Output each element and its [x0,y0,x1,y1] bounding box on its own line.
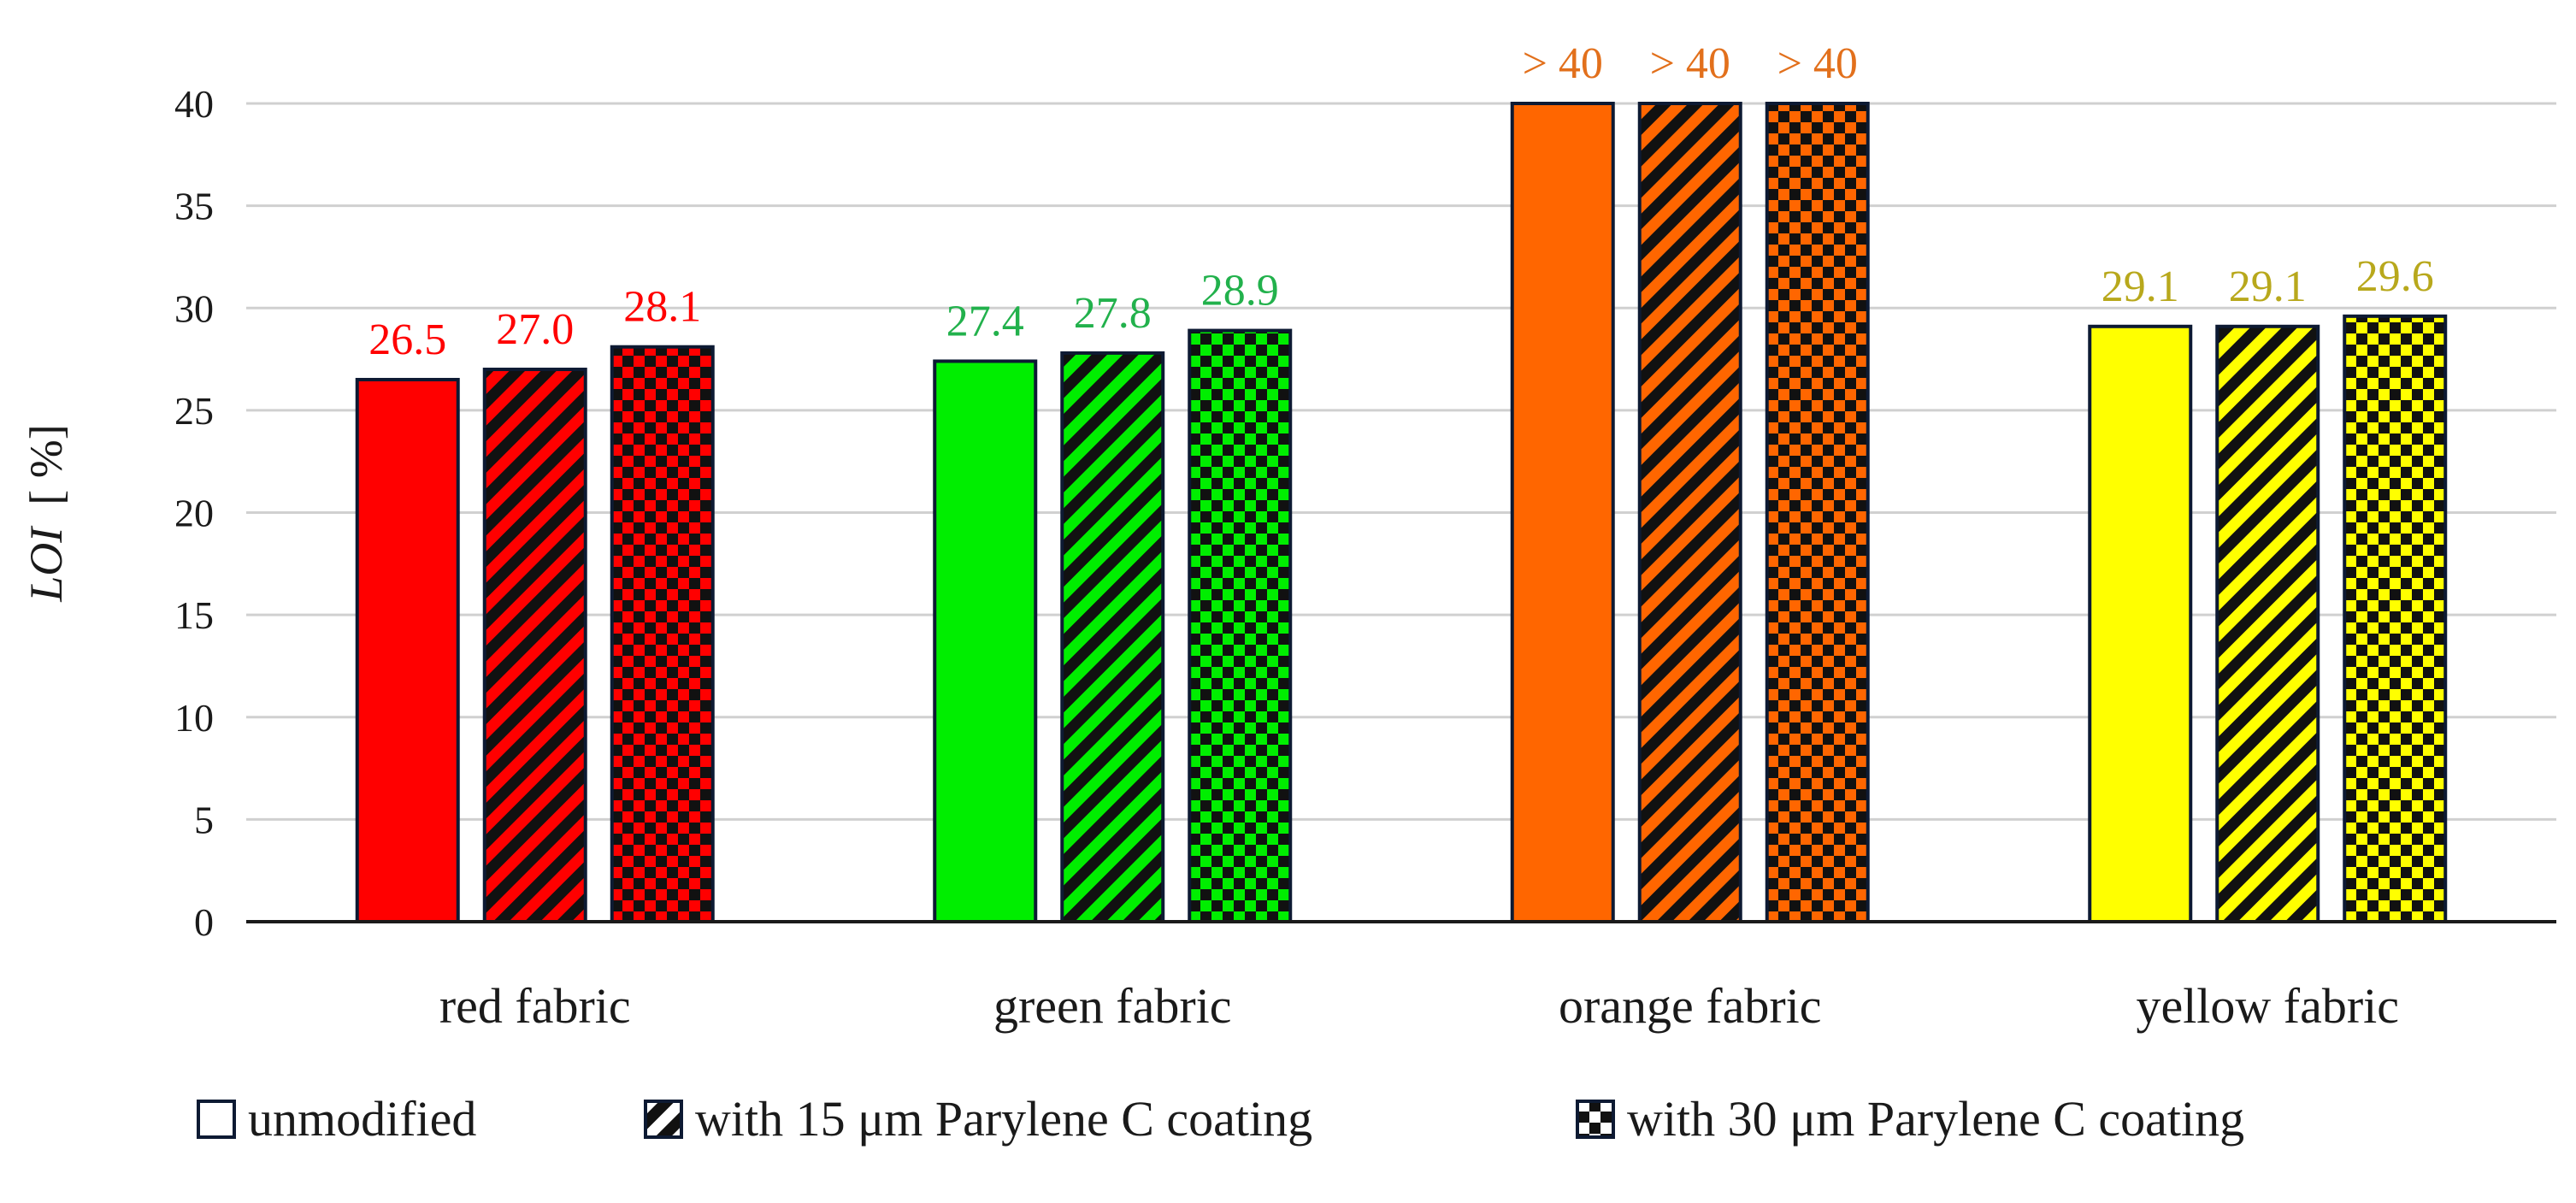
legend-item: with 15 μm Parylene C coating [644,1091,1312,1147]
bar-green-fabric-series-3 [1188,328,1293,923]
bar-red-fabric-series-1 [355,377,460,923]
y-tick-label: 25 [174,389,214,433]
data-label: > 40 [1777,39,1858,88]
legend: unmodified with 15 μm Parylene C coating w… [197,1091,2244,1147]
y-tick-label: 40 [174,82,214,126]
y-tick-label: 35 [174,185,214,228]
legend-label: unmodified [248,1091,476,1147]
data-label: 27.4 [946,297,1024,345]
legend-swatch [197,1100,236,1139]
legend-label: with 30 μm Parylene C coating [1627,1091,2244,1147]
y-tick-label: 0 [194,900,214,944]
bar-orange-fabric-series-2 [1637,102,1742,923]
data-label: 28.1 [623,283,701,332]
category-label: green fabric [993,978,1232,1034]
data-label: 29.1 [2101,262,2179,311]
category-label: orange fabric [1559,978,1822,1034]
y-tick-label: 5 [194,798,214,841]
category-label: yellow fabric [2136,978,2399,1034]
data-label: 29.6 [2356,252,2434,301]
y-tick-label: 30 [174,286,214,330]
bar-yellow-fabric-series-2 [2215,324,2320,924]
bar-red-fabric-series-3 [610,345,715,923]
data-label: 29.1 [2229,262,2307,311]
data-label: > 40 [1523,39,1603,88]
category-labels: red fabric green fabric orange fabric yello… [439,978,2399,1034]
bar-green-fabric-series-2 [1060,351,1165,923]
y-tick-label: 15 [174,593,214,637]
data-label: > 40 [1650,39,1730,88]
category-label: red fabric [439,978,631,1034]
y-tick-label: 10 [174,696,214,740]
bars [355,102,2448,924]
y-axis-ticks: 0 5 10 15 20 25 30 35 40 [174,82,214,944]
bar-red-fabric-series-2 [482,368,587,923]
y-axis-title: LOI[ %] [21,424,72,602]
legend-item: unmodified [197,1091,476,1147]
y-axis-title: LOI[ %] [21,424,72,602]
data-labels: 26.5 27.0 28.1 27.4 27.8 28.9 > 40 > 40 > 40 29.1… [368,39,2434,364]
bar-orange-fabric-series-1 [1510,102,1615,923]
data-label: 26.5 [368,315,446,364]
gridlines [246,102,2556,821]
bar-green-fabric-series-1 [933,359,1038,923]
bar-yellow-fabric-series-3 [2343,314,2448,923]
bar-orange-fabric-series-3 [1765,102,1870,923]
legend-swatch [644,1100,683,1139]
bar-yellow-fabric-series-1 [2088,324,2193,924]
y-tick-label: 20 [174,492,214,535]
data-label: 27.8 [1074,289,1152,338]
data-label: 28.9 [1201,267,1279,315]
legend-swatch [1576,1100,1615,1139]
legend-item: with 30 μm Parylene C coating [1576,1091,2244,1147]
data-label: 27.0 [496,305,574,354]
legend-label: with 15 μm Parylene C coating [695,1091,1312,1147]
